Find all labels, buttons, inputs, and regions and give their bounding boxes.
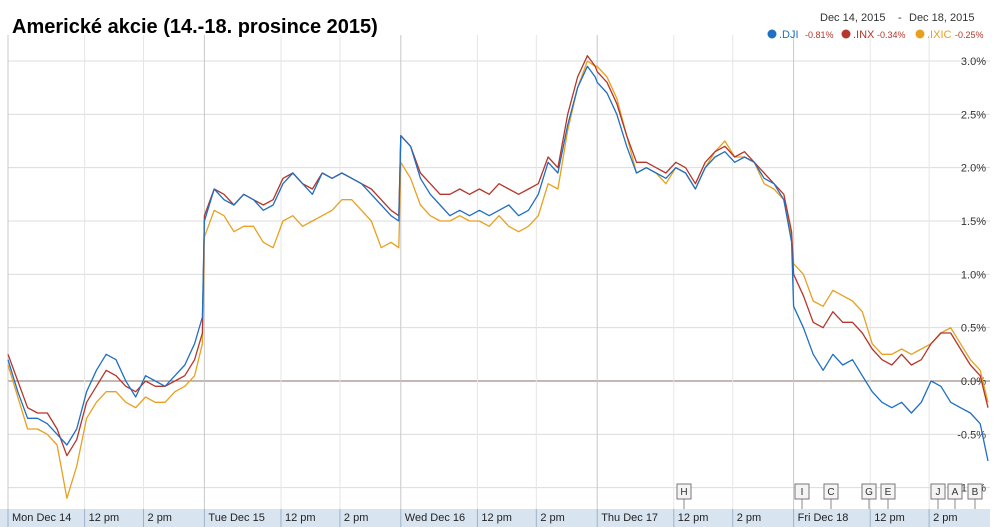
flag-letter: I xyxy=(801,487,804,498)
x-tick-label: 2 pm xyxy=(540,512,564,524)
y-tick-label: 1.0% xyxy=(961,269,986,281)
chart-grid xyxy=(7,35,990,509)
x-tick-label: Wed Dec 16 xyxy=(405,512,465,524)
x-axis-labels: Mon Dec 14 12 pm 2 pm Tue Dec 15 12 pm 2 pm We… xyxy=(7,509,958,527)
y-tick-label: 2.0% xyxy=(961,163,986,175)
legend-change: -0.25% xyxy=(955,30,984,40)
y-tick-label: 2.5% xyxy=(961,109,986,121)
legend-dot-icon xyxy=(767,29,777,39)
x-tick-label: 12 pm xyxy=(481,512,512,524)
y-tick-label: 0.5% xyxy=(961,323,986,335)
flag-box xyxy=(794,483,810,500)
legend: .DJI -0.81% .INX -0.34% .IXIC -0.25% xyxy=(767,29,984,41)
legend-change: -0.81% xyxy=(805,30,834,40)
flag-letter: H xyxy=(680,487,687,498)
y-tick-label: -0.5% xyxy=(957,429,986,441)
date-range-end: Dec 18, 2015 xyxy=(909,12,974,24)
x-axis-band xyxy=(0,509,990,527)
legend-change: -0.34% xyxy=(877,30,906,40)
news-flag-h[interactable]: H xyxy=(676,483,692,509)
chart-title: Americké akcie (14.-18. prosince 2015) xyxy=(12,16,378,38)
date-range-sep: - xyxy=(898,12,902,24)
legend-symbol: .DJI xyxy=(779,29,799,41)
news-flag-j[interactable]: J xyxy=(930,483,946,509)
x-tick-label: 2 pm xyxy=(933,512,957,524)
x-tick-label: Tue Dec 15 xyxy=(208,512,264,524)
flag-letter: G xyxy=(865,487,873,498)
flag-letter: B xyxy=(972,487,979,498)
flag-box xyxy=(947,483,963,500)
y-tick-label: 1.5% xyxy=(961,216,986,228)
x-tick-label: 12 pm xyxy=(874,512,905,524)
series-line-dji xyxy=(7,65,989,462)
flag-box xyxy=(967,483,983,500)
legend-symbol: .IXIC xyxy=(927,29,952,41)
news-flag-a[interactable]: A xyxy=(947,483,963,509)
x-tick-label: 2 pm xyxy=(148,512,172,524)
legend-symbol: .INX xyxy=(853,29,875,41)
flag-letter: C xyxy=(827,487,834,498)
chart-series xyxy=(7,55,989,499)
flag-letter: E xyxy=(885,487,892,498)
x-tick-label: 2 pm xyxy=(737,512,761,524)
y-tick-label: 3.0% xyxy=(961,56,986,68)
flag-box xyxy=(861,483,877,500)
y-tick-label: 0.0% xyxy=(961,376,986,388)
x-tick-label: 12 pm xyxy=(285,512,316,524)
legend-dot-icon xyxy=(915,29,925,39)
legend-item-dji[interactable]: .DJI -0.81% xyxy=(767,29,834,41)
flag-letter: J xyxy=(936,487,941,498)
flag-box xyxy=(930,483,946,500)
news-flag-b[interactable]: B xyxy=(967,483,983,509)
date-range-start: Dec 14, 2015 xyxy=(820,12,885,24)
flag-letter: A xyxy=(952,487,959,498)
x-tick-label: Fri Dec 18 xyxy=(798,512,849,524)
flag-box xyxy=(676,483,692,500)
series-line-ixic xyxy=(7,60,989,499)
news-flag-g[interactable]: G xyxy=(861,483,877,509)
news-flag-i[interactable]: I xyxy=(794,483,810,509)
x-tick-label: Mon Dec 14 xyxy=(12,512,71,524)
news-flag-c[interactable]: C xyxy=(823,483,839,509)
x-tick-label: 12 pm xyxy=(89,512,120,524)
x-tick-label: 2 pm xyxy=(344,512,368,524)
date-range: Dec 14, 2015 - Dec 18, 2015 xyxy=(820,12,974,24)
legend-item-ixic[interactable]: .IXIC -0.25% xyxy=(915,29,984,41)
flag-box xyxy=(880,483,896,500)
series-line-inx xyxy=(7,55,989,457)
x-tick-label: 12 pm xyxy=(678,512,709,524)
legend-item-inx[interactable]: .INX -0.34% xyxy=(841,29,906,41)
legend-dot-icon xyxy=(841,29,851,39)
news-flag-e[interactable]: E xyxy=(880,483,896,509)
flag-box xyxy=(823,483,839,500)
x-tick-label: Thu Dec 17 xyxy=(601,512,658,524)
